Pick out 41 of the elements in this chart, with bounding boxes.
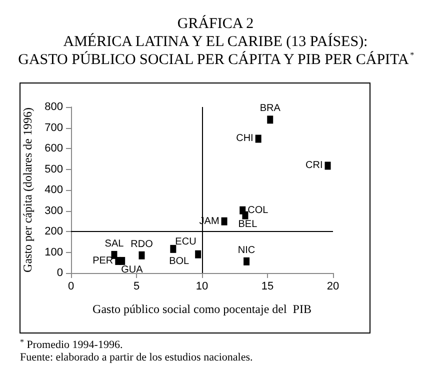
series-label: ECU — [175, 236, 196, 248]
y-tick-label: 200 — [44, 226, 63, 238]
y-tick-label: 400 — [44, 184, 63, 196]
y-tick-label: 700 — [44, 122, 63, 134]
x-tick-label: 0 — [68, 280, 74, 292]
point — [242, 211, 248, 220]
series-label: SAL — [104, 238, 124, 250]
point — [244, 257, 250, 266]
point — [170, 244, 176, 253]
y-tick-label: 500 — [44, 163, 63, 176]
point — [267, 116, 274, 124]
y-axis-title: Gasto per cápita (dolares de 1996) — [20, 108, 35, 272]
series-label: PER — [92, 255, 114, 266]
x-tick-label: 10 — [196, 280, 208, 292]
x-tick-label: 20 — [326, 280, 340, 292]
y-tick-label: 100 — [44, 246, 63, 258]
series-label: GUA — [121, 264, 144, 276]
point — [138, 251, 145, 260]
x-tick-label: 5 — [133, 280, 140, 292]
point — [195, 250, 202, 258]
y-tick-label: 0 — [56, 267, 63, 279]
series-label: CHI — [236, 133, 254, 144]
x-tick-label: 15 — [261, 280, 274, 292]
series-label: BOL — [169, 256, 190, 267]
point — [221, 217, 228, 226]
y-tick-label: 300 — [44, 204, 63, 217]
series-label: BRA — [260, 103, 281, 114]
series-label: NIC — [238, 244, 256, 256]
point — [324, 162, 331, 170]
y-tick-label: 600 — [44, 142, 63, 154]
point — [119, 256, 126, 265]
text: * Promedio 1994-1996. — [20, 338, 123, 351]
chart-title: GRÁFICA 2 AMÉRICA LATINA Y EL CARIBE (13 PAÍSES): GASTO PÚBLICO SOCIAL PER CÁPITA Y PIB PER CÁPITA* — [18, 15, 414, 68]
y-tick-label: 800 — [44, 101, 63, 113]
series-label: BEL — [238, 218, 258, 230]
series-label: COL — [248, 204, 269, 216]
point — [255, 134, 262, 143]
x-axis-title: Gasto público social como pocentaje del PIB — [92, 302, 312, 316]
series-label: CRI — [306, 160, 323, 172]
series-label: RDO — [130, 238, 154, 250]
source-note: Fuente: elaborado a partir de los estudios nacionales. — [20, 352, 254, 364]
